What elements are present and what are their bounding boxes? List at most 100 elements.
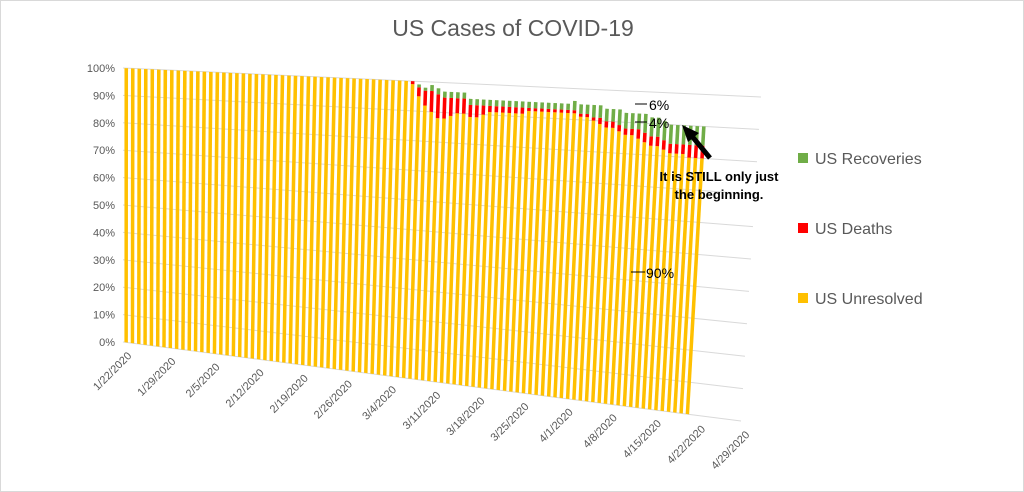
bar-recoveries	[540, 102, 545, 109]
bar-deaths	[687, 144, 692, 158]
bar-unresolved	[628, 142, 647, 408]
bar-recoveries	[455, 92, 460, 99]
bar-unresolved	[231, 73, 239, 357]
bar-deaths	[533, 108, 538, 112]
bar-unresolved	[647, 149, 666, 410]
bar-unresolved	[187, 71, 194, 351]
x-tick-label: 4/15/2020	[621, 418, 664, 461]
x-tick-label: 4/1/2020	[537, 406, 576, 445]
bar-unresolved	[162, 69, 168, 348]
bar-deaths	[410, 81, 415, 85]
bar-unresolved	[572, 117, 589, 400]
bar-deaths	[578, 113, 583, 117]
bar-unresolved	[578, 120, 596, 401]
bar-deaths	[630, 128, 634, 136]
annotation-note-line2: the beginning.	[675, 187, 764, 202]
bar-unresolved	[546, 112, 564, 397]
bar-unresolved	[528, 111, 544, 395]
x-tick-label: 4/29/2020	[709, 429, 752, 472]
bar-unresolved	[534, 111, 551, 396]
bar-deaths	[520, 107, 525, 114]
bar-unresolved	[660, 153, 679, 412]
recoveries-pct-label: 6%	[649, 97, 669, 113]
bar-unresolved	[275, 75, 285, 362]
bar-unresolved	[219, 72, 226, 355]
bar-unresolved	[155, 69, 161, 347]
bar-unresolved	[401, 84, 415, 379]
y-tick-label: 0%	[99, 337, 115, 349]
bar-deaths	[500, 106, 505, 113]
bar-unresolved	[345, 78, 356, 371]
bar-unresolved	[357, 79, 369, 373]
bar-unresolved	[654, 153, 672, 411]
legend-swatch-recoveries	[798, 153, 808, 163]
bar-unresolved	[414, 105, 427, 380]
y-tick-label: 90%	[93, 90, 115, 102]
bar-recoveries	[507, 100, 512, 107]
bar-recoveries	[617, 109, 622, 126]
bar-deaths	[481, 105, 486, 115]
bar-deaths	[617, 124, 622, 132]
bar-unresolved	[389, 80, 402, 377]
y-tick-label: 60%	[93, 173, 115, 185]
x-tick-label: 3/18/2020	[444, 395, 487, 438]
bar-deaths	[566, 109, 570, 114]
bar-unresolved	[641, 146, 660, 409]
bar-recoveries	[675, 124, 680, 145]
bar-recoveries	[533, 102, 538, 109]
bar-unresolved	[502, 113, 518, 391]
bar-unresolved	[584, 123, 602, 402]
legend-swatch-deaths	[798, 223, 808, 233]
bar-deaths	[668, 143, 673, 154]
bar-unresolved	[395, 80, 408, 378]
bar-deaths	[598, 117, 602, 125]
bar-series	[124, 68, 706, 415]
bar-unresolved	[225, 72, 233, 356]
bar-unresolved	[326, 77, 337, 369]
bar-unresolved	[597, 127, 615, 404]
bar-deaths	[681, 144, 686, 155]
bar-recoveries	[417, 84, 421, 88]
bar-recoveries	[488, 99, 493, 107]
bar-deaths	[636, 129, 641, 139]
bar-unresolved	[250, 73, 259, 359]
bar-deaths	[455, 98, 460, 114]
x-tick-label: 1/29/2020	[135, 356, 178, 399]
bar-unresolved	[559, 113, 577, 399]
bar-unresolved	[288, 75, 298, 364]
bar-unresolved	[351, 78, 363, 372]
bar-unresolved	[200, 71, 207, 353]
bar-unresolved	[244, 73, 252, 358]
bar-deaths	[648, 136, 654, 146]
bar-recoveries	[636, 113, 642, 130]
bar-deaths	[591, 117, 596, 121]
bar-recoveries	[566, 103, 571, 110]
bar-unresolved	[433, 118, 446, 383]
bar-recoveries	[591, 104, 597, 118]
bar-unresolved	[521, 111, 538, 394]
bar-deaths	[642, 132, 647, 143]
y-tick-label: 70%	[93, 145, 115, 157]
bar-unresolved	[338, 78, 350, 371]
y-tick-label: 100%	[87, 63, 115, 75]
x-tick-label: 3/4/2020	[360, 384, 399, 423]
bar-unresolved	[168, 70, 174, 349]
bar-unresolved	[143, 68, 148, 346]
bar-recoveries	[700, 126, 706, 146]
bar-recoveries	[520, 101, 525, 108]
bar-deaths	[572, 110, 577, 114]
legend: US Recoveries US Deaths US Unresolved	[798, 151, 923, 308]
bar-recoveries	[442, 91, 447, 98]
y-tick-label: 30%	[93, 255, 115, 267]
bar-unresolved	[319, 77, 330, 368]
bar-unresolved	[490, 112, 505, 390]
y-tick-label: 50%	[93, 200, 115, 212]
bar-unresolved	[174, 70, 181, 350]
bar-unresolved	[603, 131, 621, 404]
x-tick-label: 4/8/2020	[581, 412, 620, 451]
bar-unresolved	[263, 74, 272, 361]
bar-deaths	[559, 109, 564, 113]
x-tick-label: 2/12/2020	[224, 367, 267, 410]
y-axis-ticks: 0% 10% 20% 30% 40% 50% 60% 70% 80% 90% 100%	[87, 63, 115, 349]
